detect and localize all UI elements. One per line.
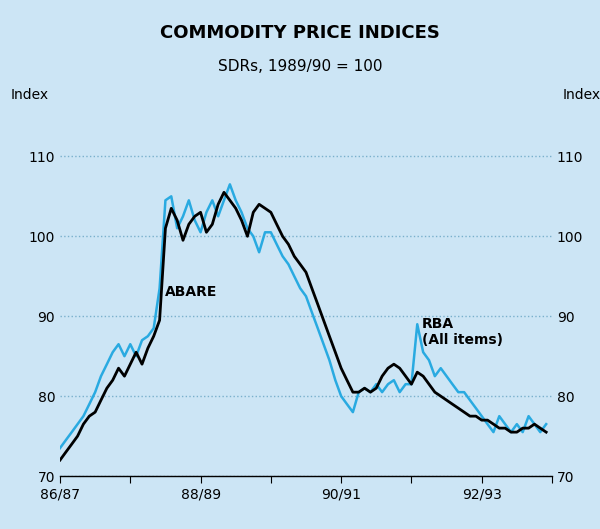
Text: RBA
(All items): RBA (All items) [422, 317, 503, 347]
Text: Index: Index [563, 88, 600, 102]
Text: SDRs, 1989/90 = 100: SDRs, 1989/90 = 100 [218, 59, 382, 74]
Text: ABARE: ABARE [166, 285, 218, 299]
Text: COMMODITY PRICE INDICES: COMMODITY PRICE INDICES [160, 24, 440, 42]
Text: Index: Index [11, 88, 49, 102]
